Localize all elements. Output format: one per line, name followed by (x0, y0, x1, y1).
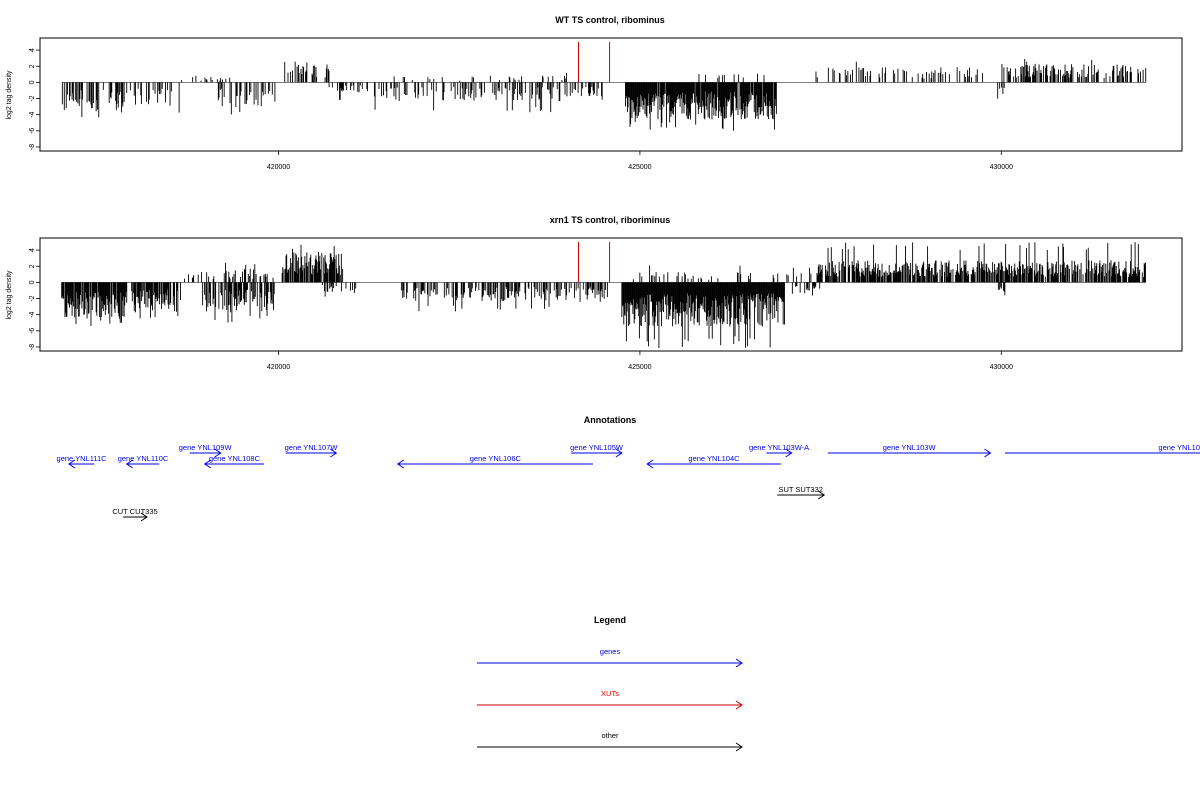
annotations-title: Annotations (584, 415, 637, 425)
legend-items: genes XUTs other (477, 647, 743, 752)
y-axis: 4 2 0 -2 -4 -6 -8 (29, 248, 40, 350)
legend-label: genes (600, 647, 621, 656)
legend-item: genes (477, 647, 743, 668)
legend-arrowhead (735, 742, 743, 752)
x-tick-label: 425000 (628, 164, 651, 171)
panel-wt-ts-control: WT TS control, ribominus log2 tag densit… (6, 15, 1183, 171)
y-tick-label: 0 (29, 280, 36, 284)
bar-layer (61, 42, 1147, 131)
annotation-feature: SUT SUT332 (777, 485, 826, 500)
y-tick-label: -8 (29, 344, 36, 350)
y-tick-label: -4 (29, 311, 36, 317)
y-tick-label: 2 (29, 64, 36, 68)
y-tick-label: 2 (29, 264, 36, 268)
arrowhead (125, 459, 134, 469)
annotation-feature: gene YNL108C (203, 454, 265, 469)
y-tick-label: -2 (29, 95, 36, 101)
arrowhead (330, 448, 338, 458)
arrowhead (984, 448, 992, 458)
y-tick-label: 4 (29, 248, 36, 252)
arrowhead (68, 459, 76, 469)
feature-label: gene YNL108C (209, 454, 261, 463)
plot-frame (39, 237, 1183, 352)
legend-item: XUTs (477, 689, 743, 710)
y-tick-label: -8 (29, 144, 36, 150)
y-tick-label: 4 (29, 48, 36, 52)
arrowhead (203, 459, 212, 469)
plot-frame (39, 37, 1183, 152)
y-tick-label: -4 (29, 111, 36, 117)
annotation-feature: gene YNL106C (396, 454, 593, 469)
annotation-feature: gene YNL10 (1004, 443, 1200, 454)
feature-label: gene YNL103W (883, 443, 937, 452)
y-axis-label: log2 tag density (6, 70, 13, 120)
annotation-feature: gene YNL109W (179, 443, 233, 458)
feature-label: SUT SUT332 (778, 485, 822, 494)
annotations-track: Annotations gene YNL111C gene YNL110Cgene… (57, 415, 1200, 522)
legend-arrowhead (735, 658, 743, 668)
feature-label: gene YNL111C (57, 454, 108, 463)
y-tick-label: -2 (29, 295, 36, 301)
annotation-feature: gene YNL111C (57, 454, 108, 469)
arrowhead (396, 459, 405, 469)
panel-xrn1-ts-control: xrn1 TS control, riboriminus log2 tag de… (6, 215, 1183, 371)
annotation-feature: gene YNL110C (118, 454, 169, 469)
x-tick-label: 425000 (628, 364, 651, 371)
y-axis: 4 2 0 -2 -4 -6 -8 (29, 48, 40, 150)
bar-layer (61, 242, 1146, 349)
legend-label: XUTs (601, 689, 619, 698)
y-tick-label: -6 (29, 328, 36, 334)
x-axis: 420000 425000 430000 (267, 151, 1013, 171)
annotation-feature: gene YNL103W (827, 443, 992, 458)
feature-label: gene YNL109W (179, 443, 233, 452)
legend: Legend genes XUTs other (477, 615, 743, 752)
annotation-feature: gene YNL105W (570, 443, 624, 458)
annotation-feature: gene YNL103W-A (749, 443, 809, 458)
arrowhead (140, 512, 148, 522)
arrowhead (615, 448, 623, 458)
legend-title: Legend (594, 615, 626, 625)
feature-label: gene YNL107W (285, 443, 339, 452)
x-tick-label: 420000 (267, 164, 290, 171)
annotation-feature: gene YNL104C (646, 454, 781, 469)
arrowhead (214, 448, 222, 458)
x-tick-label: 420000 (267, 364, 290, 371)
x-tick-label: 430000 (990, 364, 1013, 371)
arrowhead (817, 490, 826, 500)
feature-label: gene YNL105W (570, 443, 624, 452)
x-axis: 420000 425000 430000 (267, 351, 1013, 371)
feature-layer: gene YNL111C gene YNL110C gene YNL109W gene… (57, 443, 1200, 522)
x-tick-label: 430000 (990, 164, 1013, 171)
feature-label: gene YNL10 (1158, 443, 1200, 452)
legend-arrowhead (735, 700, 743, 710)
feature-label: gene YNL103W-A (749, 443, 809, 452)
y-tick-label: -6 (29, 128, 36, 134)
annotation-feature: gene YNL107W (285, 443, 339, 458)
legend-label: other (601, 731, 619, 740)
panel-title: xrn1 TS control, riboriminus (550, 215, 671, 225)
legend-item: other (477, 731, 743, 752)
feature-label: gene YNL110C (118, 454, 169, 463)
arrowhead (646, 459, 654, 469)
annotation-feature: CUT CUT335 (112, 507, 158, 522)
feature-label: gene YNL106C (470, 454, 522, 463)
y-axis-label: log2 tag density (6, 270, 13, 320)
feature-label: gene YNL104C (688, 454, 740, 463)
feature-label: CUT CUT335 (112, 507, 157, 516)
panel-title: WT TS control, ribominus (555, 15, 665, 25)
arrowhead (785, 448, 793, 458)
y-tick-label: 0 (29, 80, 36, 84)
